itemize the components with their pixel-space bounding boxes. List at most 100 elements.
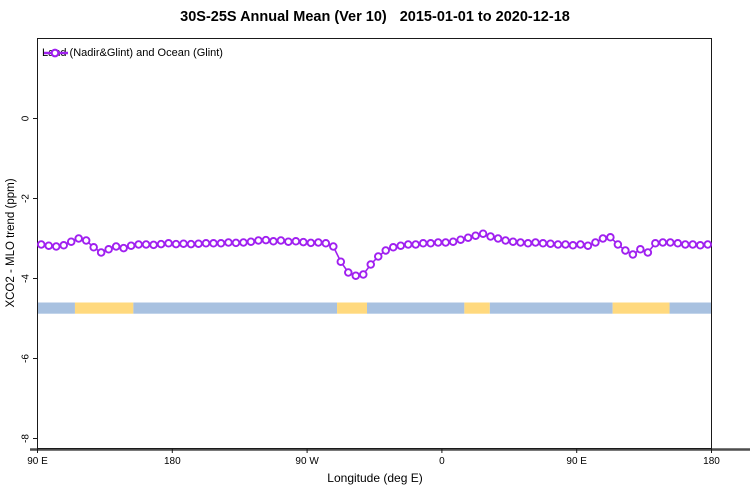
data-point	[314, 238, 323, 247]
data-point	[59, 241, 68, 250]
data-point	[568, 241, 578, 250]
data-point	[141, 240, 151, 249]
band-segment-land	[464, 302, 490, 314]
data-point	[388, 243, 398, 252]
band-segment-land	[612, 302, 670, 314]
y-axis-label: XCO2 - MLO trend (ppm)	[5, 178, 17, 308]
data-point	[201, 239, 211, 248]
data-point	[493, 234, 503, 243]
data-point	[111, 242, 121, 251]
y-tick-label: 0	[21, 115, 32, 121]
data-point	[74, 234, 83, 243]
data-point	[276, 236, 286, 245]
data-point	[478, 229, 488, 238]
band-segment-land	[74, 302, 134, 314]
y-tick-label: -4	[21, 274, 32, 283]
data-point	[636, 245, 645, 254]
data-point	[186, 239, 196, 249]
data-point	[329, 242, 338, 251]
band-segment-ocean	[669, 302, 712, 314]
legend-marker-icon	[44, 48, 68, 58]
y-tick-label: -6	[21, 354, 32, 363]
data-point	[411, 240, 420, 249]
data-point	[688, 240, 698, 249]
data-point	[613, 240, 623, 249]
data-point	[156, 239, 166, 249]
data-point	[373, 252, 383, 261]
data-point	[96, 248, 106, 257]
data-point	[591, 238, 600, 247]
data-point	[231, 238, 241, 248]
data-point	[216, 239, 226, 248]
data-point	[291, 237, 301, 246]
data-point	[149, 240, 158, 250]
data-point	[486, 232, 495, 241]
data-point	[344, 268, 353, 277]
chart-title-dates: 2015-01-01 to 2020-12-18	[399, 9, 570, 25]
data-point	[336, 257, 346, 266]
data-point	[239, 238, 248, 247]
data-point	[561, 240, 570, 249]
data-point	[418, 239, 428, 248]
data-point	[508, 237, 518, 246]
data-point	[426, 239, 435, 248]
data-point	[351, 271, 361, 280]
band-segment-land	[337, 302, 368, 314]
data-point	[36, 240, 46, 249]
data-point	[396, 241, 405, 250]
data-point	[81, 236, 91, 245]
data-point	[269, 237, 278, 246]
data-point	[456, 235, 465, 244]
data-point	[516, 238, 525, 247]
legend: Land (Nadir&Glint) and Ocean (Glint)	[42, 47, 223, 59]
data-point	[703, 240, 713, 249]
data-point	[471, 231, 480, 240]
data-point	[51, 242, 61, 251]
data-point	[164, 239, 173, 248]
data-point	[658, 238, 668, 247]
data-point	[673, 239, 683, 248]
data-point	[651, 239, 660, 248]
data-point	[643, 248, 653, 257]
data-point	[681, 240, 690, 249]
data-point	[284, 237, 293, 246]
x-tick-label: 90 E	[566, 456, 587, 467]
data-point	[501, 236, 510, 245]
data-point	[44, 241, 53, 250]
data-point	[606, 233, 615, 242]
data-point	[441, 238, 450, 247]
band-segment-ocean	[37, 302, 75, 314]
data-point	[433, 238, 443, 247]
data-point	[576, 240, 585, 249]
data-point	[381, 246, 390, 255]
data-point	[261, 235, 271, 245]
data-point	[598, 234, 608, 243]
x-axis-label: Longitude (deg E)	[327, 471, 423, 485]
data-point	[179, 239, 188, 248]
data-point	[66, 237, 76, 246]
data-point	[628, 250, 638, 259]
band-segment-ocean	[489, 302, 613, 314]
data-point	[359, 270, 368, 279]
y-tick-label: -2	[21, 194, 32, 203]
data-point	[531, 238, 540, 247]
data-point	[209, 239, 218, 248]
data-point	[583, 241, 593, 250]
data-point	[126, 241, 136, 250]
legend-label: Land (Nadir&Glint) and Ocean (Glint)	[42, 47, 223, 59]
data-point	[553, 240, 563, 249]
data-point	[254, 236, 263, 245]
data-point	[299, 237, 308, 247]
data-point	[104, 245, 113, 254]
x-tick-label: 180	[703, 456, 720, 467]
x-tick-label: 0	[439, 456, 445, 467]
data-point	[119, 243, 128, 253]
data-point	[171, 239, 181, 249]
x-tick-label: 90 W	[295, 456, 319, 467]
band-segment-ocean	[133, 302, 338, 314]
x-tick-label: 90 E	[27, 456, 48, 467]
data-point	[546, 239, 555, 248]
data-point	[696, 241, 705, 250]
